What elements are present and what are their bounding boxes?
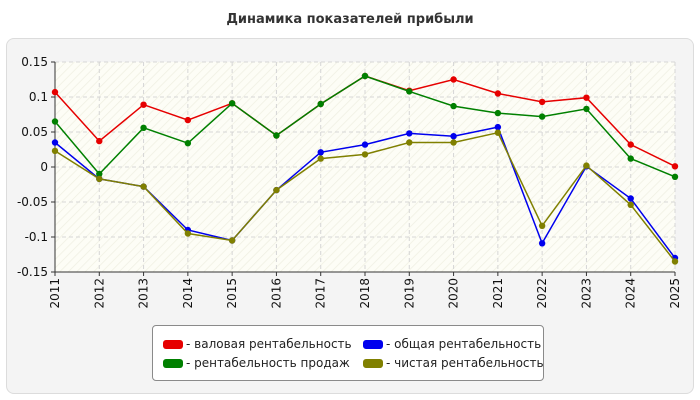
data-point-2 bbox=[406, 130, 413, 137]
data-point-3 bbox=[228, 237, 236, 244]
data-point-1 bbox=[273, 132, 280, 139]
legend-label-net: - чистая рентабельность bbox=[386, 356, 544, 370]
legend: - валовая рентабельность - общая рентабе… bbox=[152, 325, 544, 381]
data-point-3 bbox=[494, 129, 502, 136]
x-tick-label: 2011 bbox=[48, 278, 62, 309]
y-tick-label: -0.15 bbox=[17, 265, 48, 279]
data-point-0 bbox=[671, 163, 679, 170]
data-point-0 bbox=[140, 101, 147, 108]
x-tick-label: 2021 bbox=[491, 278, 505, 309]
data-point-3 bbox=[51, 147, 59, 155]
data-point-0 bbox=[96, 137, 103, 145]
x-tick-label: 2024 bbox=[624, 278, 638, 309]
x-tick-label: 2019 bbox=[402, 278, 416, 309]
data-point-1 bbox=[361, 72, 369, 80]
legend-swatch-total bbox=[363, 339, 383, 349]
data-point-1 bbox=[184, 140, 192, 147]
x-tick-label: 2023 bbox=[579, 278, 593, 309]
y-tick-label: 0.1 bbox=[29, 90, 48, 104]
legend-label-sales: - рентабельность продаж bbox=[186, 356, 350, 370]
data-point-3 bbox=[627, 201, 634, 208]
data-point-0 bbox=[583, 94, 590, 101]
y-tick-label: -0.05 bbox=[17, 195, 48, 209]
data-point-1 bbox=[494, 109, 502, 117]
data-point-1 bbox=[627, 155, 634, 162]
y-tick-label: 0.05 bbox=[21, 125, 48, 139]
x-tick-label: 2020 bbox=[447, 278, 461, 309]
data-point-2 bbox=[361, 141, 369, 148]
legend-label-total: - общая рентабельность bbox=[386, 337, 542, 351]
data-point-1 bbox=[583, 105, 590, 113]
data-point-1 bbox=[140, 124, 147, 131]
data-point-1 bbox=[538, 113, 546, 120]
x-tick-label: 2016 bbox=[269, 278, 283, 309]
data-point-3 bbox=[317, 155, 324, 162]
x-tick-label: 2013 bbox=[137, 278, 151, 309]
data-point-2 bbox=[51, 139, 59, 146]
data-point-3 bbox=[361, 151, 369, 158]
data-point-1 bbox=[406, 88, 413, 95]
data-point-3 bbox=[538, 222, 546, 229]
x-tick-label: 2022 bbox=[535, 278, 549, 309]
data-point-1 bbox=[96, 170, 103, 178]
legend-swatch-gross bbox=[163, 339, 183, 349]
data-point-1 bbox=[671, 173, 679, 180]
data-point-2 bbox=[538, 240, 546, 247]
x-tick-label: 2017 bbox=[314, 278, 328, 309]
data-point-0 bbox=[51, 88, 59, 96]
data-point-2 bbox=[494, 123, 502, 131]
data-point-1 bbox=[51, 118, 59, 125]
data-point-0 bbox=[450, 76, 457, 83]
data-point-0 bbox=[494, 90, 502, 97]
data-point-3 bbox=[450, 139, 457, 146]
legend-item-gross: - валовая рентабельность bbox=[163, 335, 352, 353]
data-point-3 bbox=[184, 230, 192, 237]
data-point-2 bbox=[450, 133, 457, 140]
axes bbox=[51, 61, 676, 276]
x-tick-label: 2025 bbox=[668, 278, 682, 309]
data-point-1 bbox=[317, 100, 324, 108]
series-lines bbox=[51, 72, 679, 265]
data-point-3 bbox=[583, 162, 590, 169]
y-tick-label: 0 bbox=[40, 160, 48, 174]
x-tick-label: 2012 bbox=[92, 278, 106, 309]
data-point-3 bbox=[96, 175, 103, 183]
y-tick-label: 0.15 bbox=[21, 55, 48, 69]
data-point-3 bbox=[406, 139, 413, 146]
x-tick-label: 2015 bbox=[225, 278, 239, 309]
data-point-2 bbox=[317, 149, 324, 156]
data-point-3 bbox=[273, 186, 280, 194]
legend-item-net: - чистая рентабельность bbox=[363, 354, 544, 372]
data-point-3 bbox=[140, 183, 147, 190]
chart-title: Динамика показателей прибыли bbox=[226, 12, 474, 27]
y-tick-label: -0.1 bbox=[25, 230, 48, 244]
data-point-3 bbox=[671, 258, 679, 265]
x-tick-label: 2014 bbox=[181, 278, 195, 309]
data-point-1 bbox=[228, 100, 236, 107]
data-point-2 bbox=[627, 195, 634, 202]
legend-label-gross: - валовая рентабельность bbox=[186, 337, 352, 351]
data-point-0 bbox=[627, 141, 634, 148]
legend-swatch-sales bbox=[163, 358, 183, 368]
x-tick-label: 2018 bbox=[358, 278, 372, 309]
legend-item-sales: - рентабельность продаж bbox=[163, 354, 350, 372]
data-point-0 bbox=[184, 116, 192, 124]
data-point-0 bbox=[538, 98, 546, 106]
legend-swatch-net bbox=[363, 358, 383, 368]
legend-item-total: - общая рентабельность bbox=[363, 335, 541, 353]
data-point-1 bbox=[450, 102, 457, 110]
